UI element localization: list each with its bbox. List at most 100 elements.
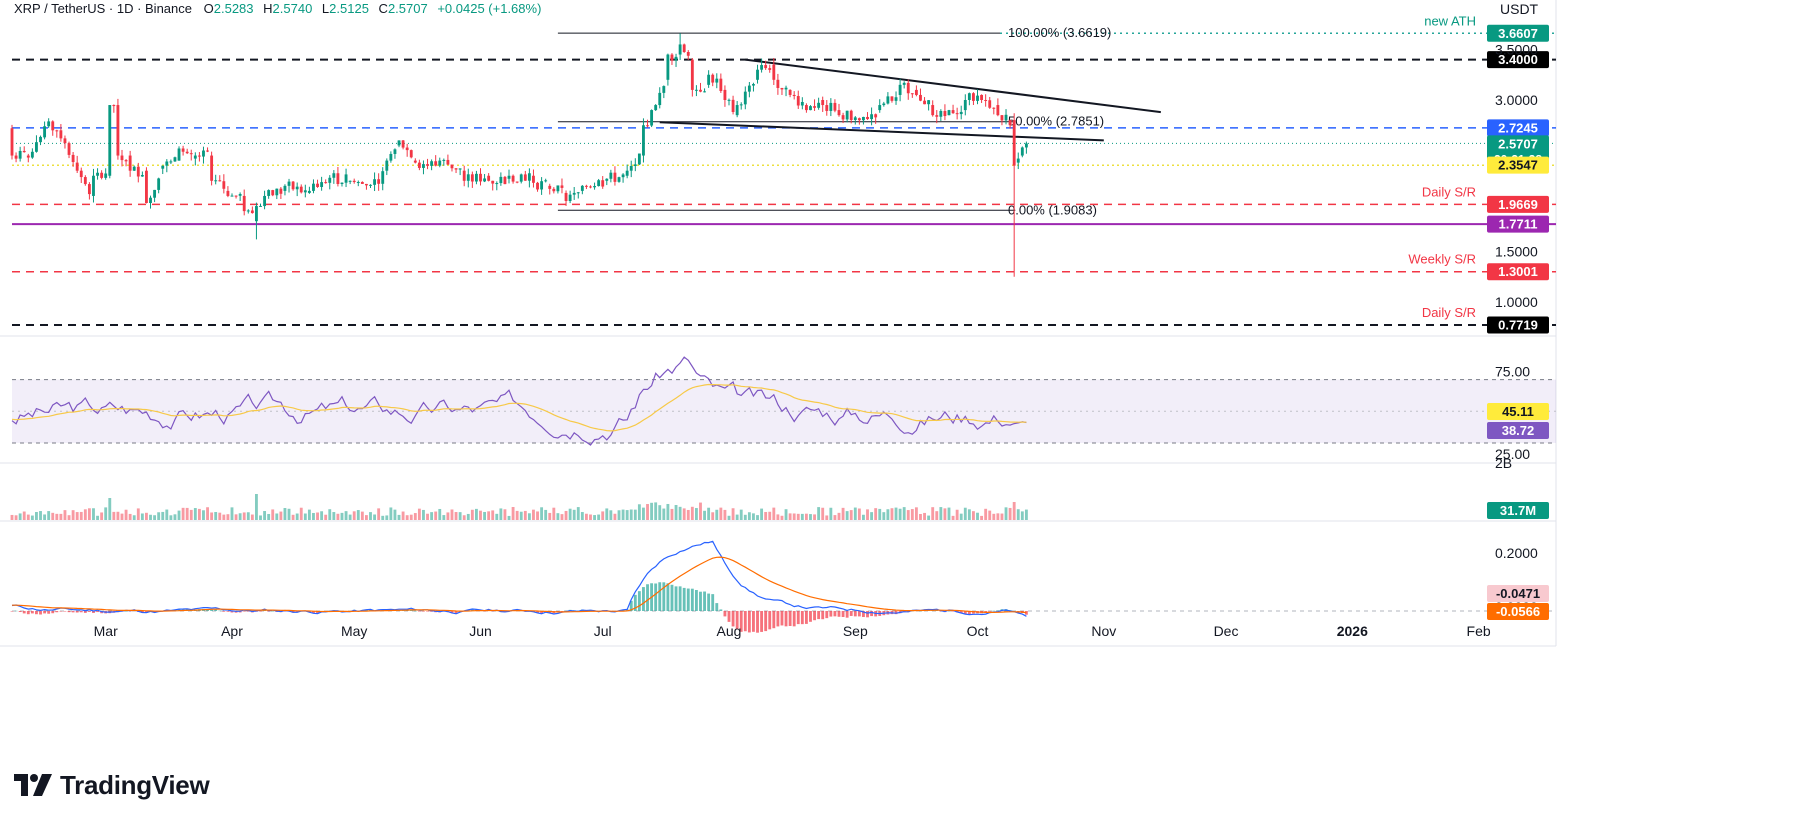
volume-bar	[140, 513, 144, 520]
candle-body	[83, 177, 87, 185]
macd-histogram-bar	[715, 603, 719, 611]
candle-body	[136, 166, 140, 177]
candle-body	[792, 94, 796, 97]
rsi-ma-tag: 45.11	[1502, 404, 1534, 419]
volume-bar	[658, 505, 662, 520]
volume-bar	[116, 511, 120, 520]
volume-bar	[955, 509, 959, 520]
volume-bar	[784, 509, 788, 520]
volume-bar	[967, 509, 971, 520]
candle-body	[120, 155, 124, 161]
candle-body	[422, 164, 425, 168]
candle-body	[813, 106, 816, 108]
candle-body	[690, 59, 694, 90]
volume-bar	[882, 512, 886, 520]
candle-body	[291, 181, 295, 190]
candle-body	[177, 148, 181, 161]
macd-histogram-bar	[817, 611, 821, 620]
macd-histogram-bar	[629, 600, 633, 611]
candle-body	[967, 93, 971, 100]
volume-bar	[202, 510, 205, 520]
volume-bar	[870, 512, 874, 520]
volume-bar	[800, 513, 804, 520]
macd-histogram-bar	[963, 611, 967, 615]
rsi-tick-75: 75.00	[1495, 364, 1530, 380]
macd-histogram-bar	[743, 611, 747, 632]
volume-bar	[161, 511, 165, 520]
candle-body	[417, 162, 421, 168]
candle-body	[263, 195, 267, 207]
candle-body	[597, 180, 601, 187]
volume-bar	[291, 514, 295, 520]
macd-histogram-bar	[43, 611, 47, 614]
candle-body	[312, 183, 315, 191]
macd-histogram-bar	[51, 611, 55, 614]
candle-body	[760, 65, 764, 70]
volume-bar	[71, 510, 75, 520]
volume-bar	[75, 512, 79, 520]
time-tick-3: Jun	[469, 623, 492, 639]
candle-body	[385, 160, 389, 171]
volume-bar	[1008, 507, 1012, 520]
volume-bar	[360, 511, 364, 520]
volume-bar	[747, 512, 751, 520]
volume-bar	[568, 508, 572, 520]
macd-histogram-bar	[47, 611, 51, 614]
candle-body	[413, 160, 417, 163]
macd-histogram-bar	[246, 611, 250, 612]
candle-body	[393, 149, 397, 154]
volume-bar	[128, 513, 132, 520]
macd-histogram-bar	[780, 611, 784, 626]
candle-body	[401, 140, 405, 148]
volume-bar	[572, 509, 576, 520]
macd-histogram-bar	[768, 611, 772, 630]
candle-body	[943, 110, 947, 117]
volume-bar	[939, 507, 943, 520]
macd-histogram-bar	[690, 588, 694, 611]
candle-body	[397, 140, 401, 146]
candle-body	[605, 178, 609, 181]
macd-histogram-bar	[369, 609, 372, 611]
candle-body	[365, 183, 368, 186]
volume-bar	[931, 507, 935, 520]
macd-histogram-bar	[26, 611, 30, 615]
candle-body	[446, 159, 450, 165]
candle-body	[711, 74, 715, 83]
macd-histogram-bar	[833, 611, 837, 617]
candle-body	[149, 197, 152, 204]
candle-body	[466, 174, 470, 181]
candle-body	[870, 114, 874, 120]
candle-body	[658, 92, 662, 106]
macd-histogram-bar	[96, 611, 99, 613]
volume-bar	[83, 509, 87, 520]
volume-bar	[719, 507, 723, 520]
candle-body	[764, 65, 768, 69]
candle-body	[112, 105, 116, 107]
candle-body	[495, 183, 499, 185]
candle-body	[316, 183, 319, 187]
volume-bar	[556, 513, 560, 520]
volume-bar	[413, 513, 417, 520]
tradingview-logo[interactable]: TradingView	[14, 768, 210, 802]
fib-label-2: 0.00% (1.9083)	[1008, 202, 1097, 217]
symbol-title[interactable]: XRP / TetherUS · 1D · Binance	[14, 1, 192, 16]
volume-bar	[821, 507, 825, 520]
macd-histogram-bar	[218, 610, 222, 612]
level-note-0: new ATH	[1424, 13, 1476, 28]
macd-histogram-bar	[564, 610, 568, 612]
macd-histogram-bar	[776, 611, 780, 627]
volume-bar	[642, 507, 645, 520]
candle-body	[145, 170, 148, 204]
macd-histogram-bar	[837, 611, 841, 617]
volume-bar	[890, 508, 894, 520]
volume-bar	[817, 507, 821, 520]
candle-body	[886, 96, 890, 104]
level-tag-5: 1.9669	[1498, 197, 1538, 212]
volume-bar	[792, 513, 796, 520]
time-tick-4: Jul	[594, 623, 612, 639]
level-tag-8: 0.7719	[1498, 318, 1538, 333]
level-tag-6: 1.7711	[1498, 217, 1537, 232]
trendline-1	[659, 121, 1104, 142]
candle-body	[841, 115, 845, 120]
